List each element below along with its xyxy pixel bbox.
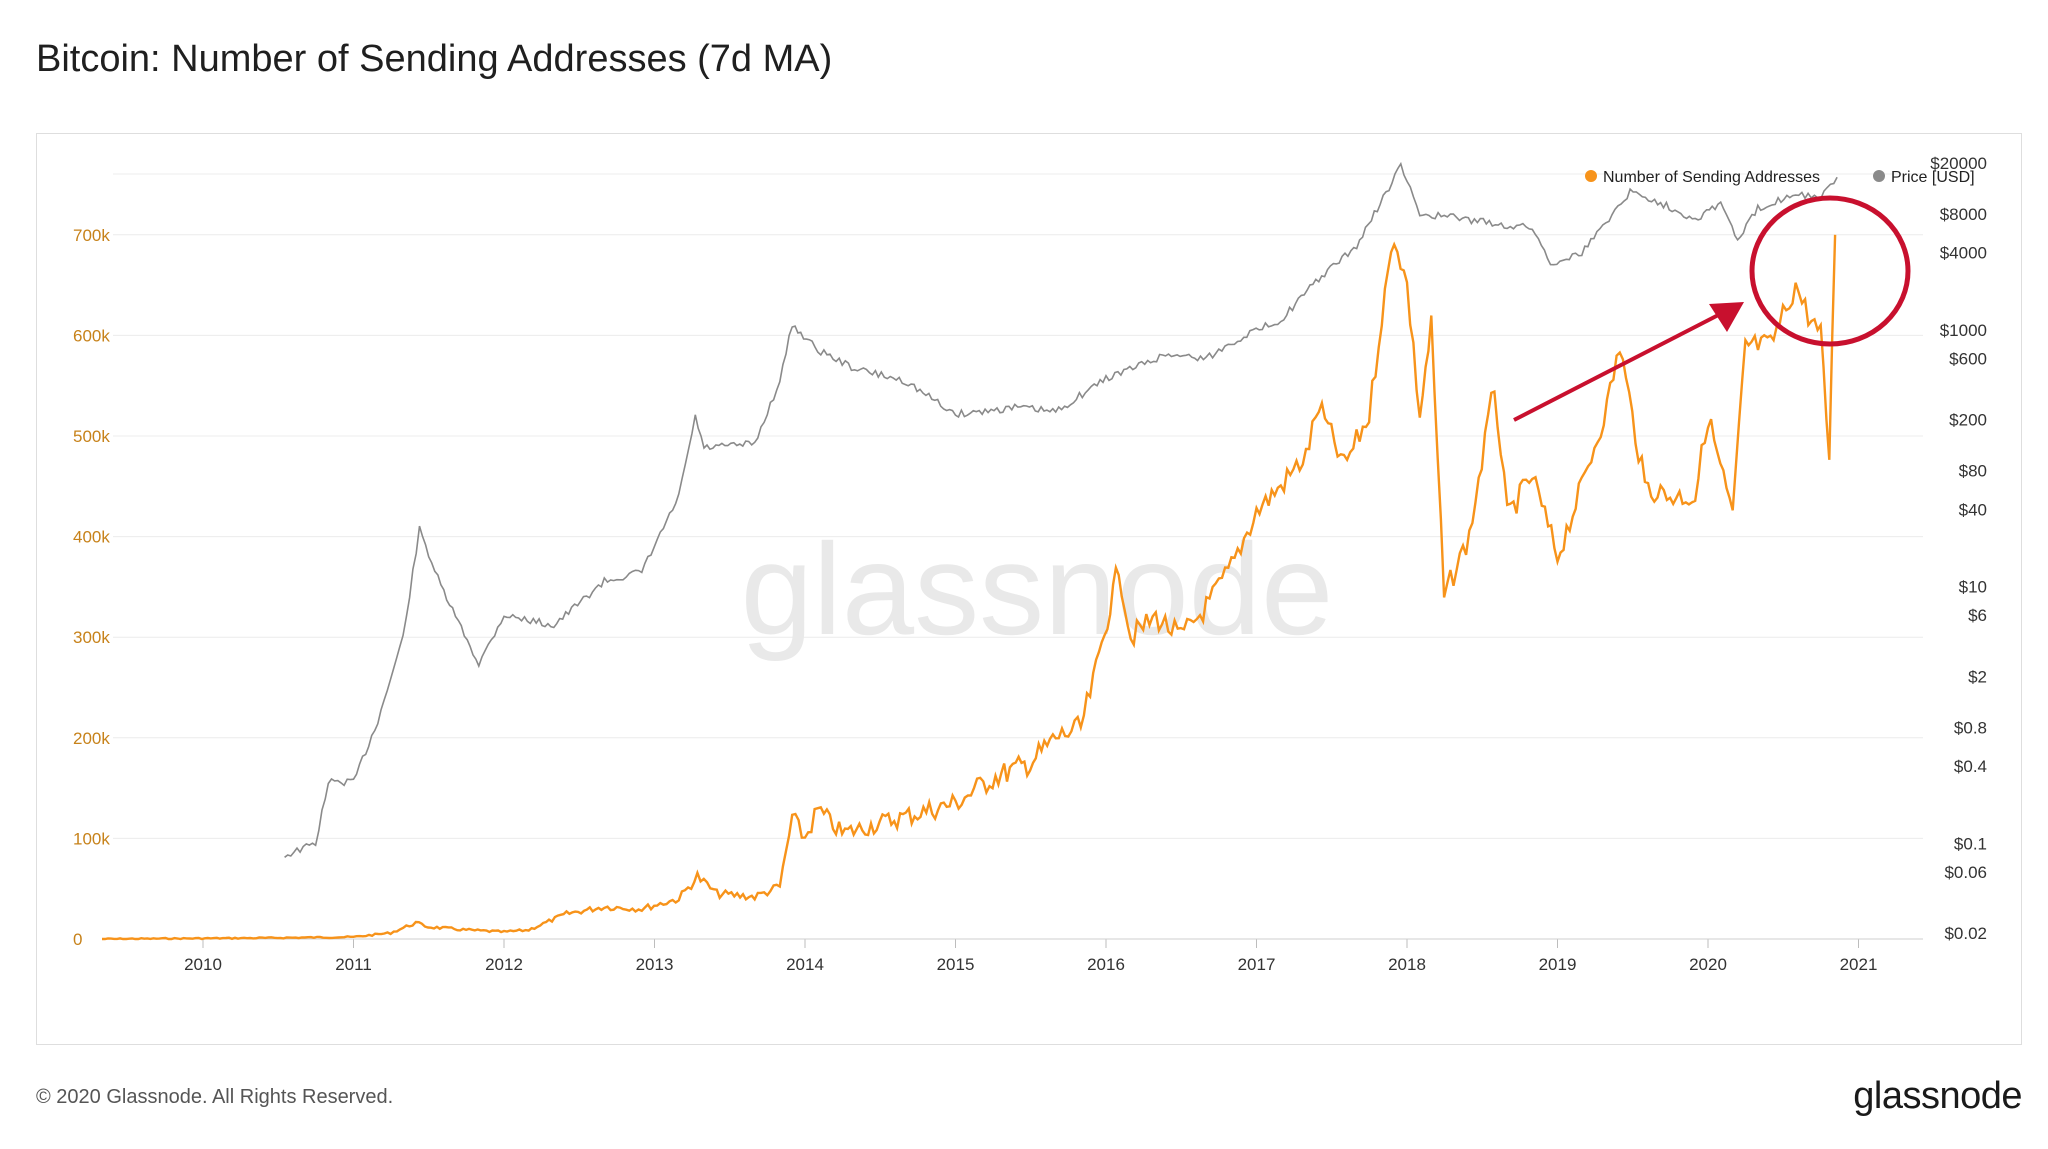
x-tick-label: 2017 [1238, 955, 1276, 974]
x-tick-label: 2020 [1689, 955, 1727, 974]
y-left-tick-label: 0 [73, 930, 82, 949]
y-right-tick-label: $0.8 [1954, 718, 1987, 737]
y-right-tick-label: $0.02 [1944, 924, 1987, 943]
y-right-tick-label: $0.06 [1944, 863, 1987, 882]
chart: glassnode 0100k200k300k400k500k600k700k … [73, 154, 1987, 974]
y-right-tick-label: $8000 [1940, 205, 1987, 224]
y-right-tick-label: $4000 [1940, 244, 1987, 263]
x-tick-label: 2016 [1087, 955, 1125, 974]
y-left-tick-label: 500k [73, 427, 110, 446]
legend-swatch-addresses [1585, 170, 1597, 182]
y-right-tick-label: $600 [1949, 349, 1987, 368]
y-right-tick-label: $200 [1949, 411, 1987, 430]
x-tick-label: 2018 [1388, 955, 1426, 974]
y-left-tick-label: 600k [73, 326, 110, 345]
x-tick-label: 2010 [184, 955, 222, 974]
x-tick-label: 2021 [1840, 955, 1878, 974]
legend-label-price: Price [USD] [1891, 169, 1975, 186]
y-right-tick-label: $0.1 [1954, 834, 1987, 853]
y-right-tick-label: $2 [1968, 667, 1987, 686]
annotation-circle [1749, 195, 1911, 347]
price-series-line [284, 161, 1838, 858]
glassnode-logo: glassnode [1853, 1075, 2022, 1117]
legend-label-addresses: Number of Sending Addresses [1603, 169, 1820, 186]
gridlines [113, 173, 1923, 940]
y-left-tick-label: 700k [73, 226, 110, 245]
watermark: glassnode [741, 516, 1334, 662]
x-tick-label: 2012 [485, 955, 523, 974]
y-right-tick-label: $6 [1968, 606, 1987, 625]
y-right-tick-label: $10 [1959, 578, 1987, 597]
annotation-arrow-head [1709, 302, 1744, 332]
sending-addresses-series-line [102, 234, 1837, 941]
y-left-tick-label: 200k [73, 729, 110, 748]
x-tick-label: 2013 [636, 955, 674, 974]
annotation-arrow [1513, 302, 1744, 422]
x-axis: 2010 2011 2012 2013 2014 2015 2016 2017 2018 2019… [113, 938, 1923, 974]
y-right-tick-label: $40 [1959, 500, 1987, 519]
y-left-tick-label: 100k [73, 829, 110, 848]
y-axis-right: $20000 $8000 $4000 $1000 $600 $200 $80 $40 $10 $6… [1930, 154, 1987, 943]
legend: Number of Sending Addresses Price [USD] [1585, 169, 1975, 186]
legend-swatch-price [1873, 170, 1885, 182]
page-title: Bitcoin: Number of Sending Addresses (7d… [36, 38, 833, 80]
annotation-arrow-shaft [1513, 307, 1731, 422]
copyright-text: © 2020 Glassnode. All Rights Reserved. [36, 1086, 394, 1108]
y-right-tick-label: $0.4 [1954, 757, 1987, 776]
y-right-tick-label: $80 [1959, 462, 1987, 481]
y-left-tick-label: 300k [73, 628, 110, 647]
x-tick-label: 2014 [786, 955, 824, 974]
y-axis-left: 0 100k 200k 300k 400k 500k 600k 700k [73, 226, 110, 949]
y-left-tick-label: 400k [73, 528, 110, 547]
y-right-tick-label: $20000 [1930, 154, 1987, 173]
chart-panel: glassnode 0 100k 200k 300k 400k 500k 600k 700k … [36, 133, 2022, 1045]
x-tick-label: 2015 [937, 955, 975, 974]
y-right-tick-label: $1000 [1940, 321, 1987, 340]
x-tick-label: 2019 [1539, 955, 1577, 974]
x-tick-label: 2011 [335, 955, 372, 974]
